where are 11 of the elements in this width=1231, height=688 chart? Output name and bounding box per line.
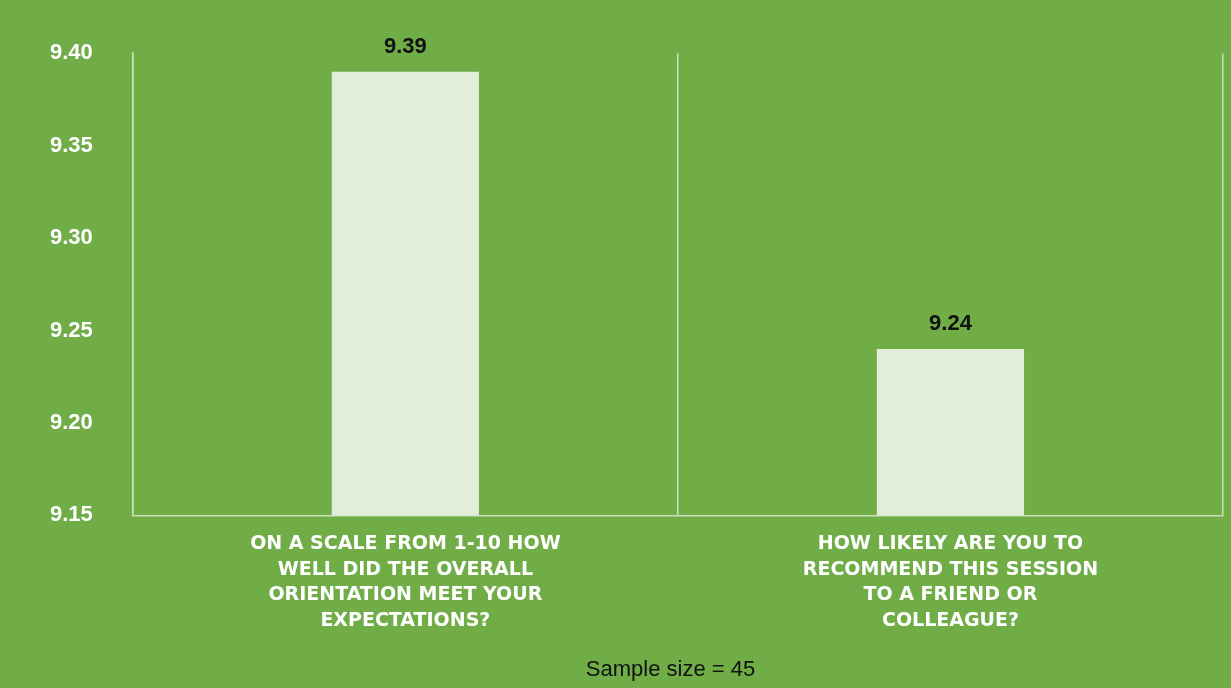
y-tick-label: 9.40 bbox=[49, 39, 93, 65]
y-tick-label: 9.25 bbox=[49, 316, 93, 342]
x-tick-label: ON A SCALE FROM 1-10 HOW WELL DID THE OVERALL ORIENTATION MEET YOUR EXPECTATIONS? bbox=[250, 531, 561, 631]
x-tick-label: HOW LIKELY ARE YOU TO RECOMMEND THIS SESSION TO A FRIEND OR COLLEAGUE? bbox=[802, 531, 1099, 631]
y-tick-label: 9.15 bbox=[49, 501, 93, 527]
data-label: 9.39 bbox=[383, 32, 427, 58]
y-tick-label: 9.30 bbox=[49, 224, 93, 250]
y-tick-label: 9.20 bbox=[49, 409, 93, 435]
y-tick-label: 9.35 bbox=[49, 131, 93, 157]
data-label: 9.24 bbox=[929, 310, 973, 336]
text: Sample size = 45 bbox=[585, 656, 756, 682]
